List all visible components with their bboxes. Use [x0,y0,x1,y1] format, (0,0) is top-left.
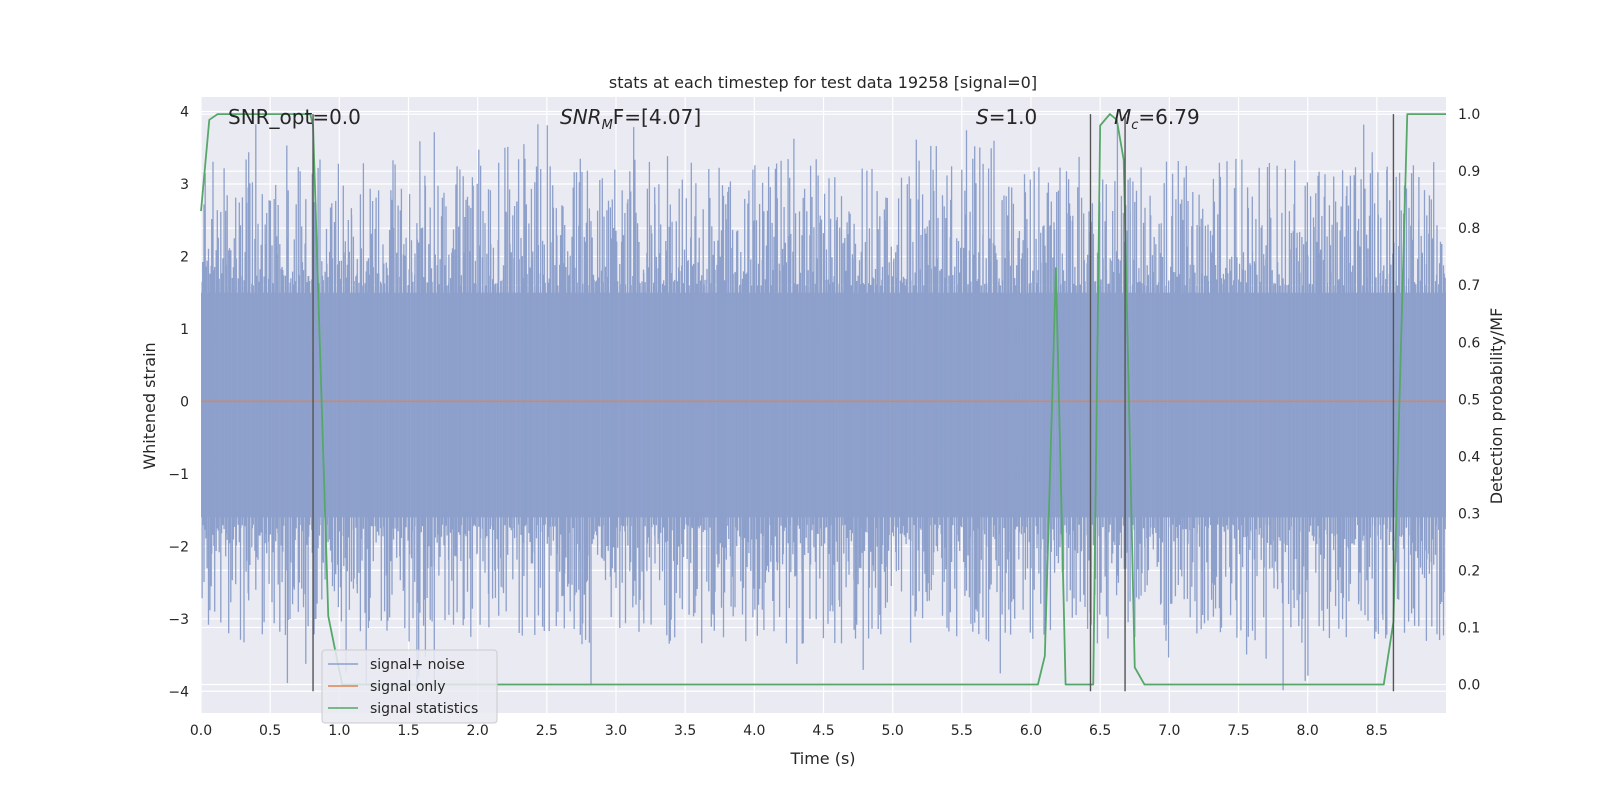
x-tick-label: 8.5 [1366,723,1388,739]
x-tick-label: 0.0 [190,723,212,739]
x-tick-label: 1.5 [397,723,419,739]
left-y-tick-label: 0 [180,394,189,410]
right-y-tick-label: 1.0 [1458,107,1480,123]
legend-label-statistics: signal statistics [370,701,478,717]
right-y-tick-label: 0.0 [1458,677,1480,693]
legend-label-signal: signal only [370,679,445,695]
x-tick-label: 0.5 [259,723,281,739]
annotation-mc-rest: =6.79 [1138,105,1199,129]
x-tick-labels: 0.0 0.5 1.0 1.5 2.0 2.5 3.0 3.5 4.0 4.5 5.0 5.5 6.0 6… [190,723,1388,739]
left-y-tick-label: −1 [168,467,189,483]
annotation-snr-opt: SNR_opt=0.0 [228,105,361,129]
x-tick-label: 6.0 [1020,723,1042,739]
series-layer [200,113,1446,686]
left-y-tick-label: 2 [180,249,189,265]
annotation-s-rest: =1.0 [989,105,1038,129]
right-y-tick-label: 0.4 [1458,449,1480,465]
annotation-mc: Mc=6.79 [1114,105,1200,133]
legend-label-noise: signal+ noise [370,657,465,673]
x-tick-label: 3.0 [605,723,627,739]
annotation-snr-mf-sub: M [602,118,613,133]
noise-series [201,123,1446,691]
x-tick-label: 8.0 [1297,723,1319,739]
noise-spikes [201,123,1446,691]
annotation-mc-sub: c [1131,118,1138,133]
vertical-markers [312,114,1395,692]
x-tick-label: 2.0 [467,723,489,739]
x-tick-label: 1.0 [328,723,350,739]
x-tick-label: 3.5 [674,723,696,739]
x-tick-label: 4.0 [743,723,765,739]
left-y-tick-label: −2 [168,539,189,555]
x-tick-label: 2.5 [536,723,558,739]
legend-box [321,649,498,724]
right-y-axis-label: Detection probability/MF [1487,308,1506,505]
x-tick-label: 4.5 [812,723,834,739]
right-y-tick-label: 0.8 [1458,221,1480,237]
left-y-tick-labels: −4 −3 −2 −1 0 1 2 3 4 [168,104,189,700]
chart-title: stats at each timestep for test data 192… [609,73,1037,92]
left-y-tick-label: 4 [180,104,189,120]
right-y-tick-label: 0.5 [1458,392,1480,408]
x-tick-label: 5.0 [882,723,904,739]
x-tick-label: 7.0 [1158,723,1180,739]
annotation-snr-mf: SNRMF=[4.07] [560,105,701,133]
right-y-tick-label: 0.6 [1458,335,1480,351]
x-tick-label: 5.5 [951,723,973,739]
x-tick-label: 6.5 [1089,723,1111,739]
x-tick-label: 7.5 [1227,723,1249,739]
right-y-tick-label: 0.9 [1458,164,1480,180]
signal-statistics-line [200,113,1446,686]
right-y-tick-label: 0.2 [1458,563,1480,579]
left-y-tick-label: −3 [168,612,189,628]
annotation-s: S=1.0 [976,105,1037,129]
left-y-axis-label: Whitened strain [140,342,159,469]
x-axis-label: Time (s) [789,749,855,768]
annotation-s-main: S [976,105,989,129]
annotation-snr-mf-main: SNR [560,105,602,129]
left-y-tick-label: −4 [168,684,189,700]
legend: signal+ noise signal only signal statist… [321,649,498,724]
annotation-mc-main: M [1114,105,1131,129]
right-y-tick-label: 0.1 [1458,620,1480,636]
right-y-tick-label: 0.3 [1458,506,1480,522]
left-y-tick-label: 1 [180,322,189,338]
right-y-tick-label: 0.7 [1458,278,1480,294]
annotation-snr-mf-rest: F=[4.07] [613,105,701,129]
right-y-tick-labels: 0.0 0.1 0.2 0.3 0.4 0.5 0.6 0.7 0.8 0.9 1.0 [1458,107,1480,693]
left-y-tick-label: 3 [180,177,189,193]
